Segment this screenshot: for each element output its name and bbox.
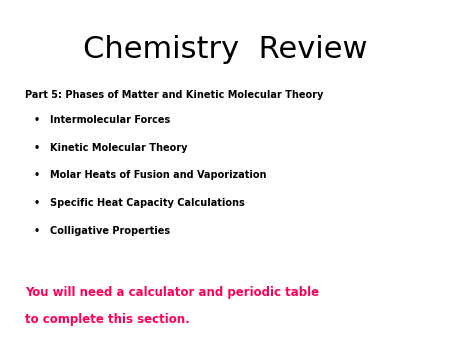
Text: to complete this section.: to complete this section. bbox=[25, 313, 189, 325]
Text: •: • bbox=[34, 198, 40, 208]
Text: Kinetic Molecular Theory: Kinetic Molecular Theory bbox=[50, 143, 187, 153]
Text: •: • bbox=[34, 226, 40, 236]
Text: •: • bbox=[34, 143, 40, 153]
Text: Colligative Properties: Colligative Properties bbox=[50, 226, 170, 236]
Text: Molar Heats of Fusion and Vaporization: Molar Heats of Fusion and Vaporization bbox=[50, 170, 266, 180]
Text: Chemistry  Review: Chemistry Review bbox=[83, 35, 367, 65]
Text: You will need a calculator and periodic table: You will need a calculator and periodic … bbox=[25, 286, 319, 298]
Text: •: • bbox=[34, 115, 40, 125]
Text: Specific Heat Capacity Calculations: Specific Heat Capacity Calculations bbox=[50, 198, 244, 208]
Text: Part 5: Phases of Matter and Kinetic Molecular Theory: Part 5: Phases of Matter and Kinetic Mol… bbox=[25, 90, 323, 100]
Text: Intermolecular Forces: Intermolecular Forces bbox=[50, 115, 170, 125]
Text: •: • bbox=[34, 170, 40, 180]
